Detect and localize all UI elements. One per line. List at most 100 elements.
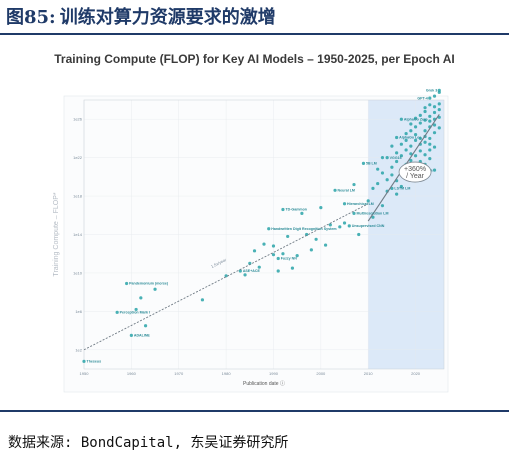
- data-point: [418, 113, 422, 117]
- data-point: [399, 117, 403, 121]
- data-point: [338, 225, 342, 229]
- model-label: GPT-4: [417, 96, 427, 100]
- data-point: [423, 129, 427, 133]
- data-point: [437, 108, 441, 112]
- data-point: [399, 184, 403, 189]
- data-point: [352, 182, 356, 187]
- data-point: [432, 123, 437, 127]
- data-point: [428, 96, 432, 100]
- data-point: [385, 156, 389, 160]
- data-point: [267, 227, 271, 231]
- data-point: [418, 136, 422, 141]
- data-point: [200, 298, 205, 302]
- data-point: [428, 103, 432, 107]
- data-point: [262, 242, 266, 246]
- data-point: [82, 359, 86, 363]
- model-label: ADALINE: [134, 334, 151, 338]
- data-point: [404, 148, 408, 152]
- data-point: [395, 135, 399, 140]
- data-point: [409, 122, 413, 126]
- figure-header: 图85: 训练对算力资源要求的激增: [6, 4, 503, 32]
- model-label: Handwritten Digit Recognition System: [271, 227, 336, 231]
- model-label: Hierarchical LM: [347, 202, 374, 206]
- data-point: [432, 131, 437, 135]
- data-point: [371, 215, 375, 219]
- data-point: [271, 244, 276, 248]
- data-point: [437, 126, 441, 130]
- x-tick-label: 2000: [316, 371, 326, 376]
- data-point: [428, 114, 432, 118]
- y-tick-label: 1e26: [73, 117, 83, 122]
- model-label: TD-Gammon: [285, 208, 307, 212]
- data-point: [314, 237, 318, 241]
- model-label: AlphaGo Zero: [404, 117, 429, 121]
- data-point: [390, 165, 394, 169]
- model-label: Perceptron Mark I: [120, 311, 150, 315]
- data-point: [357, 232, 361, 237]
- y-tick-label: 1e18: [73, 194, 83, 199]
- data-point: [390, 173, 394, 177]
- data-point: [432, 145, 437, 149]
- x-tick-label: 2010: [364, 371, 374, 376]
- data-point: [413, 125, 418, 129]
- data-point: [143, 324, 148, 328]
- data-point: [413, 116, 418, 120]
- model-label: Unsupervised CNN: [352, 224, 385, 228]
- data-point: [404, 138, 408, 142]
- data-point: [418, 149, 422, 153]
- growth-annotation-line2: / Year: [406, 173, 425, 180]
- model-label: Fuzzy NN: [281, 257, 298, 261]
- data-point: [380, 171, 385, 175]
- data-point: [238, 269, 242, 273]
- data-point: [347, 224, 351, 228]
- data-point: [413, 138, 418, 142]
- chart-title: Training Compute (FLOP) for Key AI Model…: [54, 52, 455, 66]
- data-point: [281, 252, 285, 256]
- y-tick-label: 1e10: [73, 270, 83, 275]
- data-point: [129, 333, 133, 337]
- x-tick-label: 1960: [127, 371, 137, 376]
- data-point: [390, 144, 394, 148]
- data-point: [428, 157, 432, 161]
- growth-annotation-bubble: [398, 161, 432, 183]
- figure-title: 训练对算力资源要求的激增: [59, 7, 276, 28]
- model-label: ASE+ACE: [243, 269, 261, 273]
- data-point: [153, 287, 157, 291]
- data-point: [423, 140, 427, 144]
- data-point: [371, 186, 375, 190]
- model-label: Grok 3: [426, 89, 437, 93]
- y-tick-label: 1e2: [75, 347, 82, 352]
- data-point: [385, 178, 389, 182]
- data-point: [243, 273, 247, 277]
- data-point: [134, 307, 138, 312]
- plot-border: [83, 99, 445, 370]
- data-point: [409, 129, 413, 133]
- data-point: [271, 253, 276, 257]
- data-point: [366, 199, 370, 203]
- data-point: [328, 223, 332, 227]
- data-point: [380, 204, 385, 208]
- data-point: [432, 168, 437, 172]
- data-point: [376, 181, 380, 186]
- data-point: [428, 148, 432, 152]
- data-point: [432, 94, 437, 98]
- data-point: [423, 118, 427, 122]
- figure-number: 图85:: [6, 7, 56, 28]
- model-label: Theseus: [87, 360, 102, 364]
- data-point: [115, 310, 119, 314]
- data-point: [361, 161, 366, 166]
- data-point: [276, 256, 280, 261]
- data-point: [376, 167, 380, 171]
- data-point: [395, 192, 399, 196]
- model-label: LSTM LM: [394, 187, 410, 191]
- data-point: [428, 142, 432, 146]
- data-point: [413, 132, 418, 137]
- data-point: [300, 211, 304, 215]
- data-point: [404, 132, 408, 136]
- data-point: [333, 188, 337, 192]
- source-note: 数据来源: BondCapital, 东吴证券研究所: [8, 435, 289, 451]
- data-point: [305, 232, 309, 237]
- data-point: [418, 121, 422, 125]
- x-tick-label: 1990: [269, 371, 279, 376]
